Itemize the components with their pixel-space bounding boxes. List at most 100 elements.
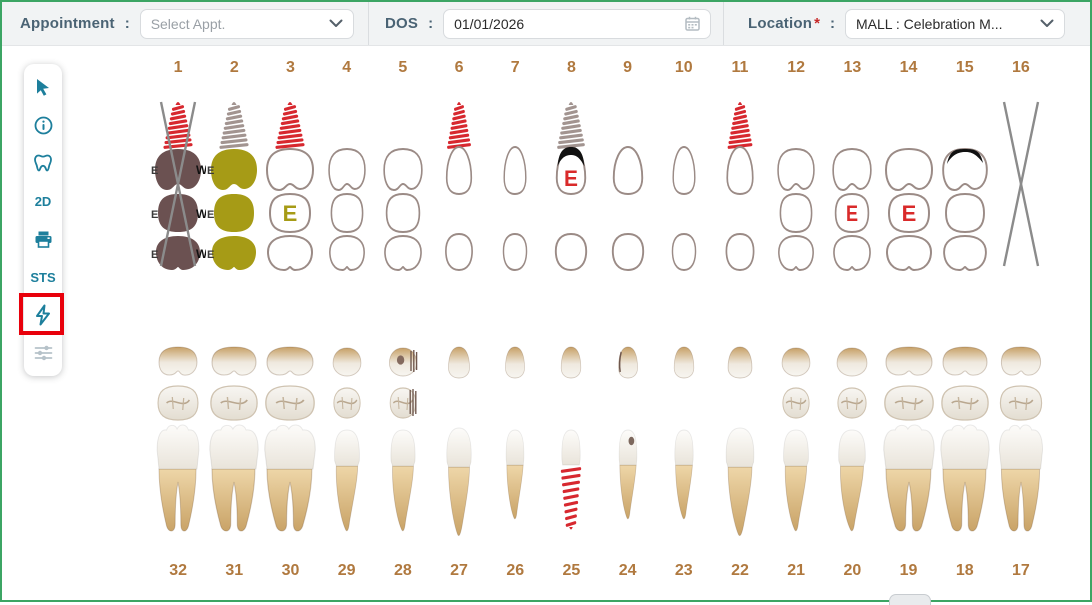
tooth-number: 25 — [562, 562, 581, 579]
upper-tooth-1[interactable]: E W E W E W — [150, 94, 206, 272]
appointment-label: Appointment — [20, 15, 115, 32]
sts-tool-button[interactable]: STS — [28, 263, 58, 291]
tooth-number: 8 — [566, 59, 576, 76]
upper-tooth-9[interactable] — [600, 94, 656, 272]
tooth-number: 14 — [899, 59, 918, 76]
location-select[interactable]: MALL : Celebration M... — [844, 8, 1065, 39]
location-section: Location * : MALL : Celebration M... — [724, 2, 1090, 45]
tool-sidebar: 2D STS — [24, 64, 62, 376]
tooth-number: 21 — [787, 562, 806, 579]
view-2d-button[interactable]: 2D — [28, 187, 58, 215]
chevron-down-icon — [1040, 19, 1054, 27]
tooth-number: 19 — [899, 562, 918, 579]
tooth-icon — [34, 154, 52, 172]
upper-tooth-4[interactable] — [319, 94, 375, 272]
lower-tooth-32[interactable] — [150, 340, 206, 556]
required-asterisk: * — [814, 15, 820, 32]
upper-tooth-3[interactable]: E — [262, 94, 318, 272]
sts-label: STS — [30, 269, 56, 285]
print-tool-button[interactable] — [28, 225, 58, 253]
tooth-number: 3 — [286, 59, 295, 76]
location-colon: : — [829, 15, 835, 32]
upper-tooth-12[interactable] — [768, 94, 824, 272]
tooth-number: 23 — [674, 562, 693, 579]
sliders-icon — [34, 345, 52, 361]
dos-date-input[interactable]: 01/01/2026 — [443, 8, 712, 39]
calendar-icon — [685, 16, 700, 31]
svg-text:W: W — [196, 247, 206, 261]
upper-tooth-10[interactable] — [656, 94, 712, 272]
lower-tooth-19[interactable] — [880, 340, 936, 556]
lower-tooth-28[interactable] — [375, 340, 431, 556]
tooth-number: 15 — [955, 59, 974, 76]
tooth-number: 6 — [454, 59, 464, 76]
upper-tooth-numbers: 1 2 3 4 5 6 7 8 9 10 11 12 13 14 15 16 — [150, 59, 1050, 81]
view-2d-label: 2D — [34, 193, 52, 209]
tooth-number: 28 — [393, 562, 412, 579]
tooth-number: 30 — [281, 562, 300, 579]
pointer-tool-button[interactable] — [28, 73, 58, 101]
lightning-icon — [36, 304, 50, 326]
location-label: Location — [748, 15, 813, 32]
tooth-number: 24 — [618, 562, 637, 579]
lower-tooth-23[interactable] — [656, 340, 712, 556]
info-tool-button[interactable] — [28, 111, 58, 139]
lower-tooth-29[interactable] — [319, 340, 375, 556]
appointment-section: Appointment : Select Appt. — [2, 2, 368, 45]
dos-label: DOS — [385, 15, 419, 32]
lower-tooth-27[interactable] — [431, 340, 487, 556]
svg-text:E: E — [207, 209, 214, 221]
upper-tooth-2[interactable]: E E E — [206, 94, 262, 272]
tooth-number: 16 — [1012, 59, 1030, 76]
topbar-divider — [368, 2, 369, 45]
tooth-number: 7 — [510, 59, 520, 76]
upper-tooth-16[interactable] — [993, 94, 1049, 272]
appointment-select[interactable]: Select Appt. — [139, 8, 354, 39]
tooth-number: 4 — [342, 59, 352, 76]
svg-text:E: E — [207, 165, 214, 177]
tooth-number: 29 — [337, 562, 356, 579]
upper-tooth-6[interactable] — [431, 94, 487, 272]
tooth-number: 11 — [731, 59, 749, 76]
lower-tooth-26[interactable] — [487, 340, 543, 556]
lower-teeth-row — [150, 340, 1050, 556]
tooth-number: 17 — [1012, 562, 1030, 579]
svg-text:E: E — [564, 167, 578, 192]
tooth-number: 1 — [173, 59, 183, 76]
lower-tooth-17[interactable] — [993, 340, 1049, 556]
upper-tooth-14[interactable]: E — [880, 94, 936, 272]
tooth-number: 10 — [674, 59, 693, 76]
upper-tooth-15[interactable] — [937, 94, 993, 272]
lower-tooth-30[interactable] — [262, 340, 318, 556]
svg-text:W: W — [196, 207, 206, 221]
dos-section: DOS : 01/01/2026 — [369, 2, 723, 45]
upper-tooth-8[interactable]: E — [543, 94, 599, 272]
appointment-placeholder: Select Appt. — [150, 15, 226, 32]
upper-tooth-5[interactable] — [375, 94, 431, 272]
tooth-number: 13 — [843, 59, 862, 76]
lower-tooth-numbers: 32 31 30 29 28 27 26 25 24 23 22 21 20 19 18 17 — [150, 562, 1050, 584]
svg-text:W: W — [196, 163, 206, 177]
top-bar: Appointment : Select Appt. DOS : 01/01/2… — [2, 2, 1090, 46]
tooth-chart-button[interactable] — [28, 149, 58, 177]
svg-text:E: E — [151, 209, 158, 221]
upper-tooth-7[interactable] — [487, 94, 543, 272]
lower-tooth-18[interactable] — [937, 340, 993, 556]
chevron-down-icon — [329, 19, 343, 27]
topbar-divider — [723, 2, 724, 45]
filters-tool-button[interactable] — [28, 339, 58, 367]
lower-tooth-22[interactable] — [712, 340, 768, 556]
svg-text:E: E — [901, 201, 916, 226]
lower-tooth-20[interactable] — [824, 340, 880, 556]
lower-tooth-21[interactable] — [768, 340, 824, 556]
lower-tooth-31[interactable] — [206, 340, 262, 556]
tooth-number: 2 — [229, 59, 239, 76]
lower-tooth-25[interactable] — [543, 340, 599, 556]
tooth-number: 32 — [169, 562, 187, 579]
lower-tooth-24[interactable] — [600, 340, 656, 556]
upper-tooth-11[interactable] — [712, 94, 768, 272]
quick-actions-button[interactable] — [28, 301, 58, 329]
bottom-drawer-handle[interactable] — [889, 594, 931, 605]
upper-tooth-13[interactable]: E — [824, 94, 880, 272]
dos-date-value: 01/01/2026 — [454, 15, 525, 32]
